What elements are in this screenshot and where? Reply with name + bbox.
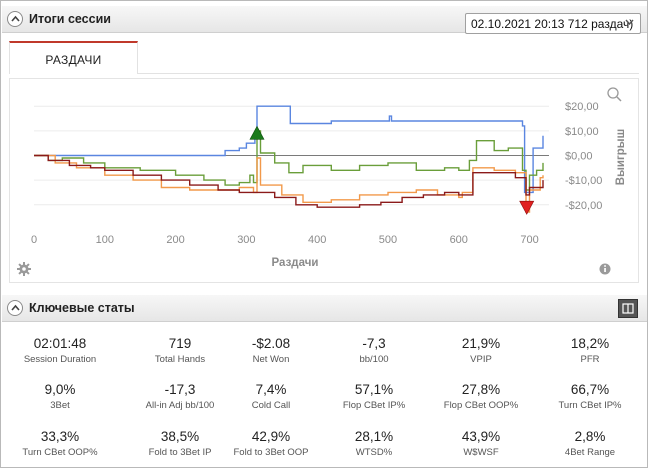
stat-label: VPIP (470, 354, 492, 365)
stat-value: 719 (168, 336, 192, 351)
session-selector-value: 02.10.2021 20:13 712 раздач) (471, 17, 634, 31)
session-summary-header: Итоги сессии 02.10.2021 20:13 712 раздач… (2, 6, 647, 34)
stat-label: Turn CBet IP% (558, 400, 622, 411)
stat-label: Session Duration (23, 354, 97, 365)
y-tick-label: -$20,00 (565, 200, 602, 212)
x-tick-label: 300 (237, 234, 255, 246)
stat-value: 21,9% (461, 336, 501, 351)
winnings-chart: $20,00 $10,00 $0,00 -$10,00 -$20,00 0 100 200 30… (9, 78, 639, 283)
stat-value: 38,5% (160, 429, 200, 444)
session-summary-title: Итоги сессии (29, 12, 111, 26)
stat-item: 42,9% Fold to 3Bet OOP (216, 429, 326, 458)
stat-label: PFR (580, 354, 600, 365)
tab-bar: РАЗДАЧИ (9, 41, 639, 74)
stat-item: 2,8% 4Bet Range (535, 429, 645, 458)
x-tick-label: 500 (379, 234, 397, 246)
stat-value: 28,1% (354, 429, 394, 444)
stat-value: 02:01:48 (33, 336, 87, 351)
series-line-blue (34, 105, 544, 194)
stat-label: Net Won (252, 354, 290, 365)
stat-item: 38,5% Fold to 3Bet IP (125, 429, 235, 458)
chevron-up-icon (11, 15, 20, 22)
info-icon[interactable] (599, 263, 611, 275)
stat-label: All-in Adj bb/100 (145, 400, 215, 411)
y-tick-label: $20,00 (565, 101, 599, 113)
stat-value: 33,3% (40, 429, 80, 444)
series-line-orange (34, 154, 544, 213)
stat-value: -7,3 (362, 336, 386, 351)
chevron-down-icon (625, 19, 634, 25)
series-line-darkred (34, 154, 544, 208)
stat-item: 02:01:48 Session Duration (5, 336, 115, 365)
stat-label: Flop CBet IP% (342, 400, 406, 411)
stat-value: 7,4% (255, 382, 287, 397)
x-tick-label: 200 (166, 234, 184, 246)
stat-label: Fold to 3Bet OOP (233, 447, 309, 458)
winnings-chart-svg: $20,00 $10,00 $0,00 -$10,00 -$20,00 0 100 200 30… (17, 87, 627, 276)
tab-hands[interactable]: РАЗДАЧИ (9, 41, 138, 74)
stat-label: bb/100 (359, 354, 389, 365)
stat-value: -$2.08 (251, 336, 291, 351)
y-tick-label: -$10,00 (565, 175, 602, 187)
y-axis-title: Выигрыш (615, 129, 627, 185)
stat-item: -7,3 bb/100 (319, 336, 429, 365)
chevron-up-icon (11, 304, 20, 311)
gear-icon[interactable] (17, 262, 31, 276)
stat-item: 18,2% PFR (535, 336, 645, 365)
max-marker (249, 125, 265, 140)
stat-item: 28,1% WTSD% (319, 429, 429, 458)
stat-label: Flop CBet OOP% (443, 400, 519, 411)
x-tick-label: 100 (96, 234, 114, 246)
stat-value: 2,8% (574, 429, 606, 444)
stat-value: 18,2% (570, 336, 610, 351)
zoom-icon[interactable] (607, 87, 622, 102)
stat-item: 66,7% Turn CBet IP% (535, 382, 645, 411)
x-tick-label: 700 (520, 234, 538, 246)
stat-label: 3Bet (50, 400, 70, 411)
stat-item: 9,0% 3Bet (5, 382, 115, 411)
stat-value: 66,7% (570, 382, 610, 397)
stat-item: -$2.08 Net Won (216, 336, 326, 365)
key-stats-title: Ключевые статы (29, 301, 135, 315)
stat-value: 9,0% (44, 382, 76, 397)
x-tick-label: 600 (450, 234, 468, 246)
stat-value: -17,3 (164, 382, 196, 397)
stat-item: 719 Total Hands (125, 336, 235, 365)
stat-label: 4Bet Range (564, 447, 616, 458)
min-marker (519, 200, 535, 215)
session-selector[interactable]: 02.10.2021 20:13 712 раздач) (465, 13, 641, 34)
stat-item: 43,9% W$WSF (426, 429, 536, 458)
stat-label: Fold to 3Bet IP (148, 447, 212, 458)
stat-item: 33,3% Turn CBet OOP% (5, 429, 115, 458)
stat-label: W$WSF (463, 447, 499, 458)
stat-item: 57,1% Flop CBet IP% (319, 382, 429, 411)
stat-item: 7,4% Cold Call (216, 382, 326, 411)
stat-value: 27,8% (461, 382, 501, 397)
collapse-key-stats-button[interactable] (7, 300, 23, 316)
stat-value: 57,1% (354, 382, 394, 397)
stat-label: Turn CBet OOP% (22, 447, 98, 458)
stat-label: Cold Call (251, 400, 291, 411)
stat-value: 43,9% (461, 429, 501, 444)
x-tick-label: 0 (31, 234, 37, 246)
stat-value: 42,9% (251, 429, 291, 444)
stat-label: WTSD% (355, 447, 393, 458)
collapse-session-button[interactable] (7, 11, 23, 27)
key-stats-header: Ключевые статы (2, 295, 647, 322)
stat-item: -17,3 All-in Adj bb/100 (125, 382, 235, 411)
stat-label: Total Hands (154, 354, 206, 365)
stat-item: 21,9% VPIP (426, 336, 536, 365)
y-tick-label: $0,00 (565, 151, 593, 163)
y-tick-label: $10,00 (565, 126, 599, 138)
layout-toggle-button[interactable] (618, 299, 638, 318)
series-line-green (34, 130, 544, 191)
stat-item: 27,8% Flop CBet OOP% (426, 382, 536, 411)
layout-toggle-icon (622, 303, 634, 314)
x-tick-label: 400 (308, 234, 326, 246)
x-axis-title: Раздачи (272, 257, 319, 269)
